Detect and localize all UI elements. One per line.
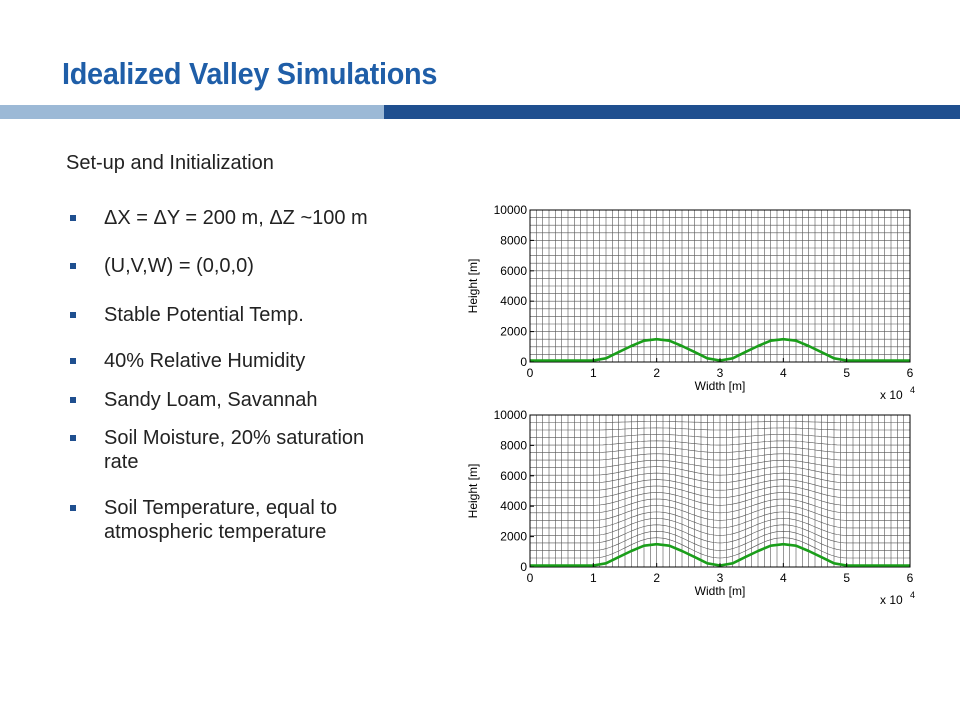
model-level-line (530, 459, 910, 469)
bullet-text: ΔX = ΔY = 200 m, ΔZ ~100 m (104, 207, 368, 229)
x-tick-label: 2 (653, 366, 660, 380)
y-tick-label: 0 (520, 560, 527, 574)
model-level-line (530, 427, 910, 431)
bullet-text: Soil Moisture, 20% saturation rate (104, 427, 365, 473)
terrain-chart-panel: 0 1 2 3 4 5 6 0 2000 4000 6000 8000 10000 Width [m] He… (466, 203, 915, 402)
model-level-line (530, 530, 910, 551)
x-multiplier-exponent: 4 (910, 385, 915, 395)
model-level-line (530, 498, 910, 514)
bullet-marker (70, 312, 76, 318)
section-subtitle: Set-up and Initialization (66, 152, 274, 174)
x-tick-label: 0 (527, 571, 534, 585)
bullet-text: Soil Temperature, equal to atmospheric te… (104, 497, 338, 543)
model-level-line (530, 518, 910, 536)
model-level-line (530, 440, 910, 446)
model-level-line (530, 479, 910, 491)
model-level-line (530, 472, 910, 483)
model-level-line (530, 505, 910, 521)
y-axis-label: Height [m] (466, 259, 480, 314)
bullet-marker (70, 435, 76, 441)
y-tick-label: 4000 (500, 294, 527, 308)
bullet-text: Stable Potential Temp. (104, 304, 304, 326)
y-tick-label: 6000 (500, 264, 527, 278)
bullet-text: Sandy Loam, Savannah (104, 389, 318, 411)
x-tick-label: 1 (590, 571, 597, 585)
y-tick-label: 10000 (494, 203, 528, 217)
model-level-line (530, 511, 910, 529)
model-level-line (530, 421, 910, 423)
title-bar-light-segment (0, 105, 384, 119)
model-level-line (530, 466, 910, 476)
x-tick-label: 6 (907, 366, 914, 380)
y-axis-label: Height [m] (466, 464, 480, 519)
bullet-marker (70, 263, 76, 269)
model-level-line (530, 447, 910, 453)
slide-title: Idealized Valley Simulations (62, 56, 438, 91)
x-multiplier-label: x 10 (880, 593, 903, 607)
model-level-line (530, 492, 910, 506)
x-axis-label: Width [m] (695, 379, 746, 393)
title-bar (0, 105, 960, 119)
model-level-line (530, 485, 910, 499)
x-tick-label: 3 (717, 366, 724, 380)
x-multiplier-exponent: 4 (910, 590, 915, 600)
model-level-line (530, 524, 910, 544)
terrain-charts: 0 1 2 3 4 5 6 0 2000 4000 6000 8000 10000 Width [m] He… (466, 203, 915, 607)
model-level-line (530, 434, 910, 438)
x-tick-label: 6 (907, 571, 914, 585)
y-tick-label: 0 (520, 355, 527, 369)
x-tick-label: 3 (717, 571, 724, 585)
title-bar-dark-segment (384, 105, 960, 119)
bullet-text: 40% Relative Humidity (104, 350, 306, 372)
y-tick-label: 8000 (500, 438, 527, 452)
y-tick-label: 2000 (500, 325, 527, 339)
x-tick-label: 4 (780, 366, 787, 380)
x-tick-label: 5 (843, 366, 850, 380)
bullet-text: (U,V,W) = (0,0,0) (104, 255, 254, 277)
terrain-chart-panel: 0 1 2 3 4 5 6 0 2000 4000 6000 8000 10000 Width [m] He… (466, 408, 915, 607)
y-tick-label: 6000 (500, 469, 527, 483)
x-multiplier-label: x 10 (880, 388, 903, 402)
y-tick-label: 8000 (500, 233, 527, 247)
x-tick-label: 0 (527, 366, 534, 380)
bullet-marker (70, 358, 76, 364)
x-axis-label: Width [m] (695, 584, 746, 598)
model-level-line (530, 453, 910, 461)
x-tick-label: 4 (780, 571, 787, 585)
x-tick-label: 1 (590, 366, 597, 380)
y-tick-label: 2000 (500, 530, 527, 544)
x-tick-label: 5 (843, 571, 850, 585)
bullet-marker (70, 397, 76, 403)
bullet-marker (70, 505, 76, 511)
y-tick-label: 4000 (500, 499, 527, 513)
bullet-marker (70, 215, 76, 221)
y-tick-label: 10000 (494, 408, 528, 422)
model-level-line (530, 537, 910, 559)
x-tick-label: 2 (653, 571, 660, 585)
